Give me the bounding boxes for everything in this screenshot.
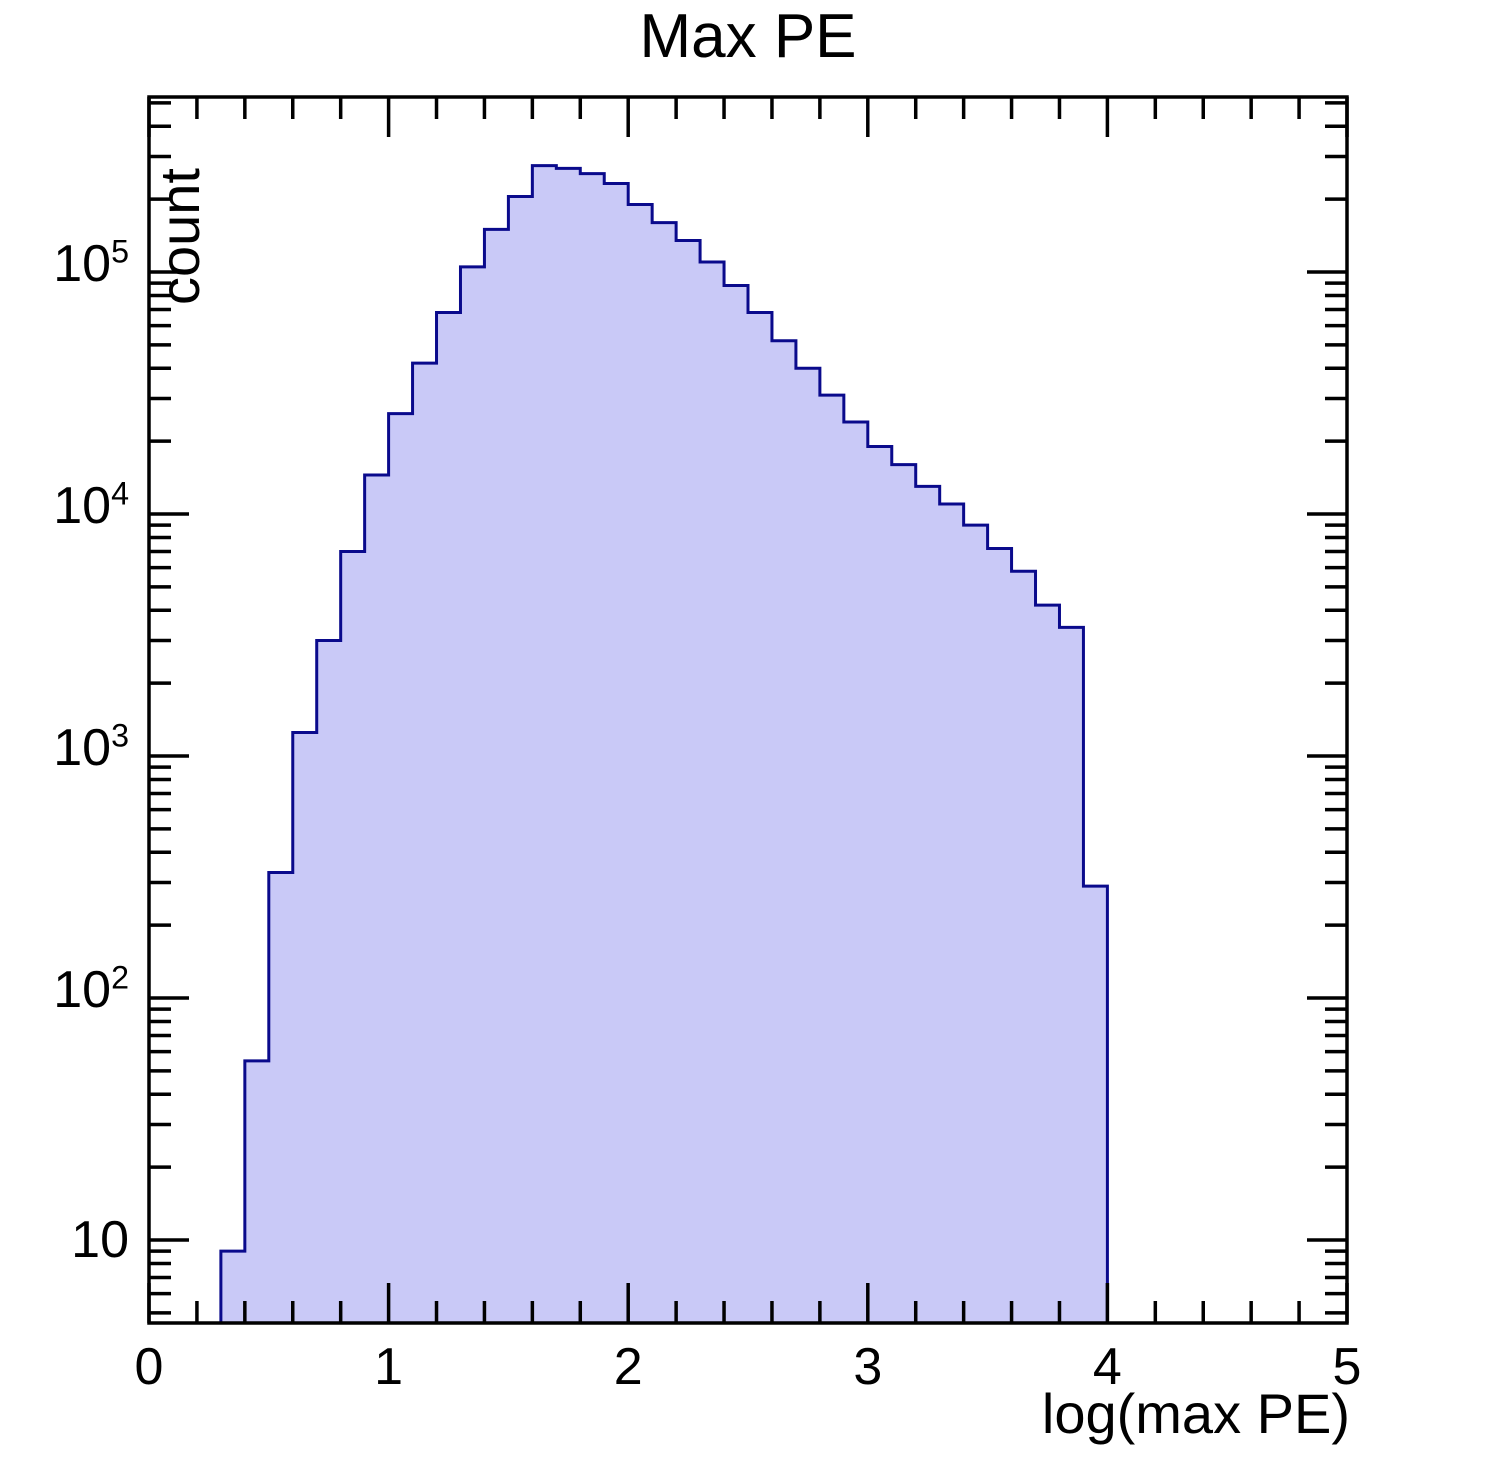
chart-title: Max PE (639, 2, 857, 71)
histogram-area (219, 164, 1109, 1325)
histogram-series (219, 164, 1109, 1325)
x-tick-label: 3 (853, 1338, 883, 1396)
axis-ticks (147, 97, 1349, 1323)
x-tick-label: 5 (1332, 1338, 1362, 1396)
y-tick-label: 105 (53, 233, 129, 293)
x-tick-label: 4 (1092, 1338, 1122, 1396)
x-tick-label: 1 (374, 1338, 404, 1396)
y-tick-label: 102 (53, 959, 129, 1019)
x-axis-title: log(max PE) (1041, 1382, 1350, 1445)
x-tick-label: 2 (613, 1338, 643, 1396)
y-tick-label: 104 (53, 475, 129, 535)
x-tick-label: 0 (134, 1338, 164, 1396)
y-tick-label: 10 (71, 1211, 129, 1269)
y-tick-label: 103 (53, 717, 129, 777)
